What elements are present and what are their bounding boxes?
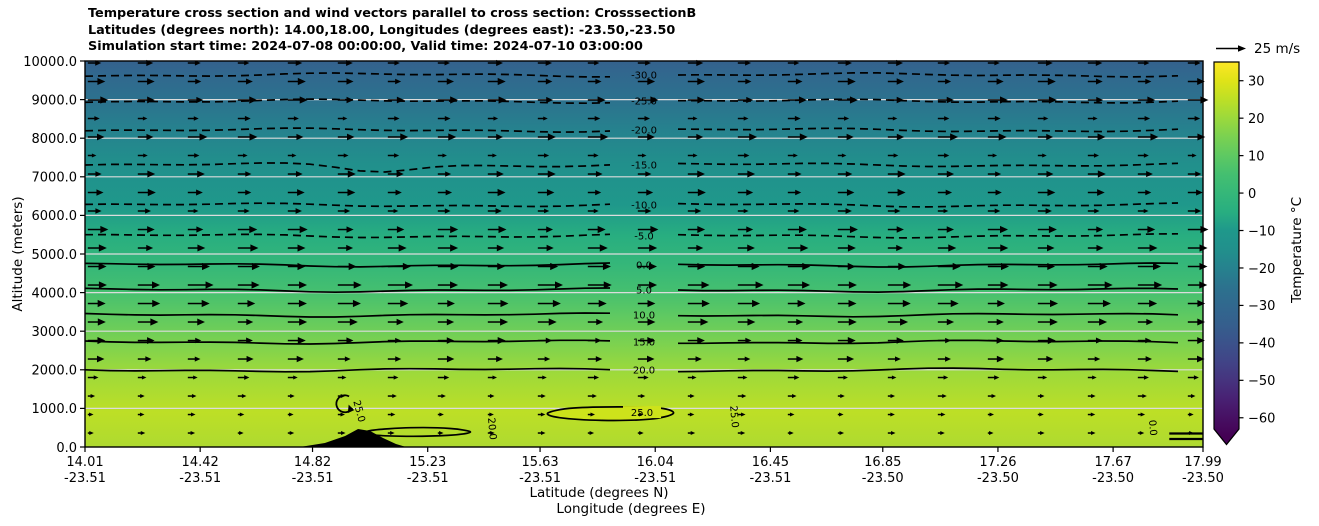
x-tick-lon: -23.50	[1092, 471, 1134, 486]
y-tick-label: 5000.0	[32, 248, 78, 263]
x-tick-lat: 16.85	[864, 455, 901, 470]
contour-label-rotated: 0.0	[1146, 419, 1158, 436]
contour-label-rotated: 25.0	[727, 405, 740, 428]
x-tick-lat: 17.67	[1095, 455, 1132, 470]
x-tick-lon: -23.51	[407, 471, 449, 486]
x-tick-lon: -23.51	[519, 471, 561, 486]
x-tick-lon: -23.50	[1182, 471, 1224, 486]
colorbar-tick-label: 10	[1248, 149, 1265, 164]
y-tick-label: 4000.0	[32, 286, 78, 301]
colorbar: 30 20 10 0 −10 −20 −30 −40 −50 −60	[1213, 61, 1275, 446]
contour-label: -5.0	[634, 231, 654, 242]
x-tick-lon: -23.51	[749, 471, 791, 486]
figure-title-line1: Temperature cross section and wind vecto…	[88, 6, 697, 21]
x-tick-lon: -23.51	[179, 471, 221, 486]
contour-label: 20.0	[633, 366, 655, 377]
x-tick-lat: 15.23	[409, 455, 446, 470]
y-tick-label: 8000.0	[32, 132, 78, 147]
contour-label-rotated: 20.0	[485, 417, 498, 440]
colorbar-tick-label: −10	[1248, 224, 1275, 239]
y-tick-label: 9000.0	[32, 93, 78, 108]
colorbar-tick-label: −20	[1248, 262, 1275, 277]
contour-label: -25.0	[631, 97, 657, 108]
contour-label: -30.0	[631, 70, 657, 81]
colorbar-tick-label: −60	[1248, 412, 1275, 427]
gridlines	[85, 98, 1203, 409]
x-axis-label-longitude: Longitude (degrees E)	[556, 501, 706, 517]
x-tick-lat: 14.82	[294, 455, 331, 470]
x-tick-lat: 15.63	[521, 455, 558, 470]
x-tick-lon: -23.50	[977, 471, 1019, 486]
colorbar-tick-label: −50	[1248, 374, 1275, 389]
y-tick-label: 6000.0	[32, 209, 78, 224]
x-tick-lat: 16.04	[637, 455, 674, 470]
x-tick-lat: 17.26	[979, 455, 1016, 470]
x-axis-label-latitude: Latitude (degrees N)	[529, 485, 669, 501]
x-tick-lat: 14.42	[182, 455, 219, 470]
colorbar-tick-label: 30	[1248, 75, 1265, 90]
y-tick-label: 1000.0	[32, 402, 78, 417]
contour-label: 25.0	[631, 408, 653, 419]
contour-label: 15.0	[633, 338, 655, 349]
x-tick-lat: 16.45	[752, 455, 789, 470]
contour-label: 5.0	[636, 286, 652, 297]
wind-vector-arrows	[87, 59, 1209, 436]
colorbar-tick-label: −30	[1248, 299, 1275, 314]
figure-title-line3: Simulation start time: 2024-07-08 00:00:…	[88, 39, 643, 55]
temperature-contours: -30.0-25.0-20.0-15.0-10.0-5.00.05.010.01…	[84, 70, 1179, 377]
figure-title-block: Temperature cross section and wind vecto…	[88, 6, 696, 56]
terrain-profile	[299, 429, 407, 447]
quiver-key-arrow	[1216, 45, 1246, 52]
colorbar-tick-label: 0	[1248, 187, 1256, 202]
contour-label-rotated: 25.0	[350, 399, 366, 423]
contour-label: 10.0	[633, 311, 655, 322]
contour-label: -20.0	[631, 126, 657, 137]
colorbar-tick-label: −40	[1248, 337, 1275, 352]
y-tick-label: 7000.0	[32, 171, 78, 186]
y-axis-label: Altitude (meters)	[10, 196, 26, 312]
x-tick-lon: -23.51	[292, 471, 334, 486]
colorbar-tick-label: 20	[1248, 112, 1265, 127]
y-tick-label: 3000.0	[32, 325, 78, 340]
x-tick-lon: -23.50	[862, 471, 904, 486]
x-tick-lon: -23.51	[64, 471, 106, 486]
colorbar-label: Temperature °C	[1289, 197, 1305, 303]
axes-frame: 14.01-23.5114.42-23.5114.82-23.5115.23-2…	[23, 55, 1224, 486]
y-tick-label: 10000.0	[23, 55, 77, 70]
quiver-key-label: 25 m/s	[1254, 41, 1301, 57]
closed-contours: 25.0 25.0 25.0 20.0 0.0	[335, 394, 1203, 440]
x-tick-lat: 14.01	[66, 455, 103, 470]
y-tick-label: 2000.0	[32, 364, 78, 379]
y-tick-label: 0.0	[56, 441, 77, 456]
figure-title-line2: Latitudes (degrees north): 14.00,18.00, …	[88, 22, 676, 38]
contour-label: -10.0	[631, 201, 657, 212]
x-tick-lat: 17.99	[1184, 455, 1221, 470]
x-tick-lon: -23.51	[634, 471, 676, 486]
contour-label: -15.0	[631, 160, 657, 171]
